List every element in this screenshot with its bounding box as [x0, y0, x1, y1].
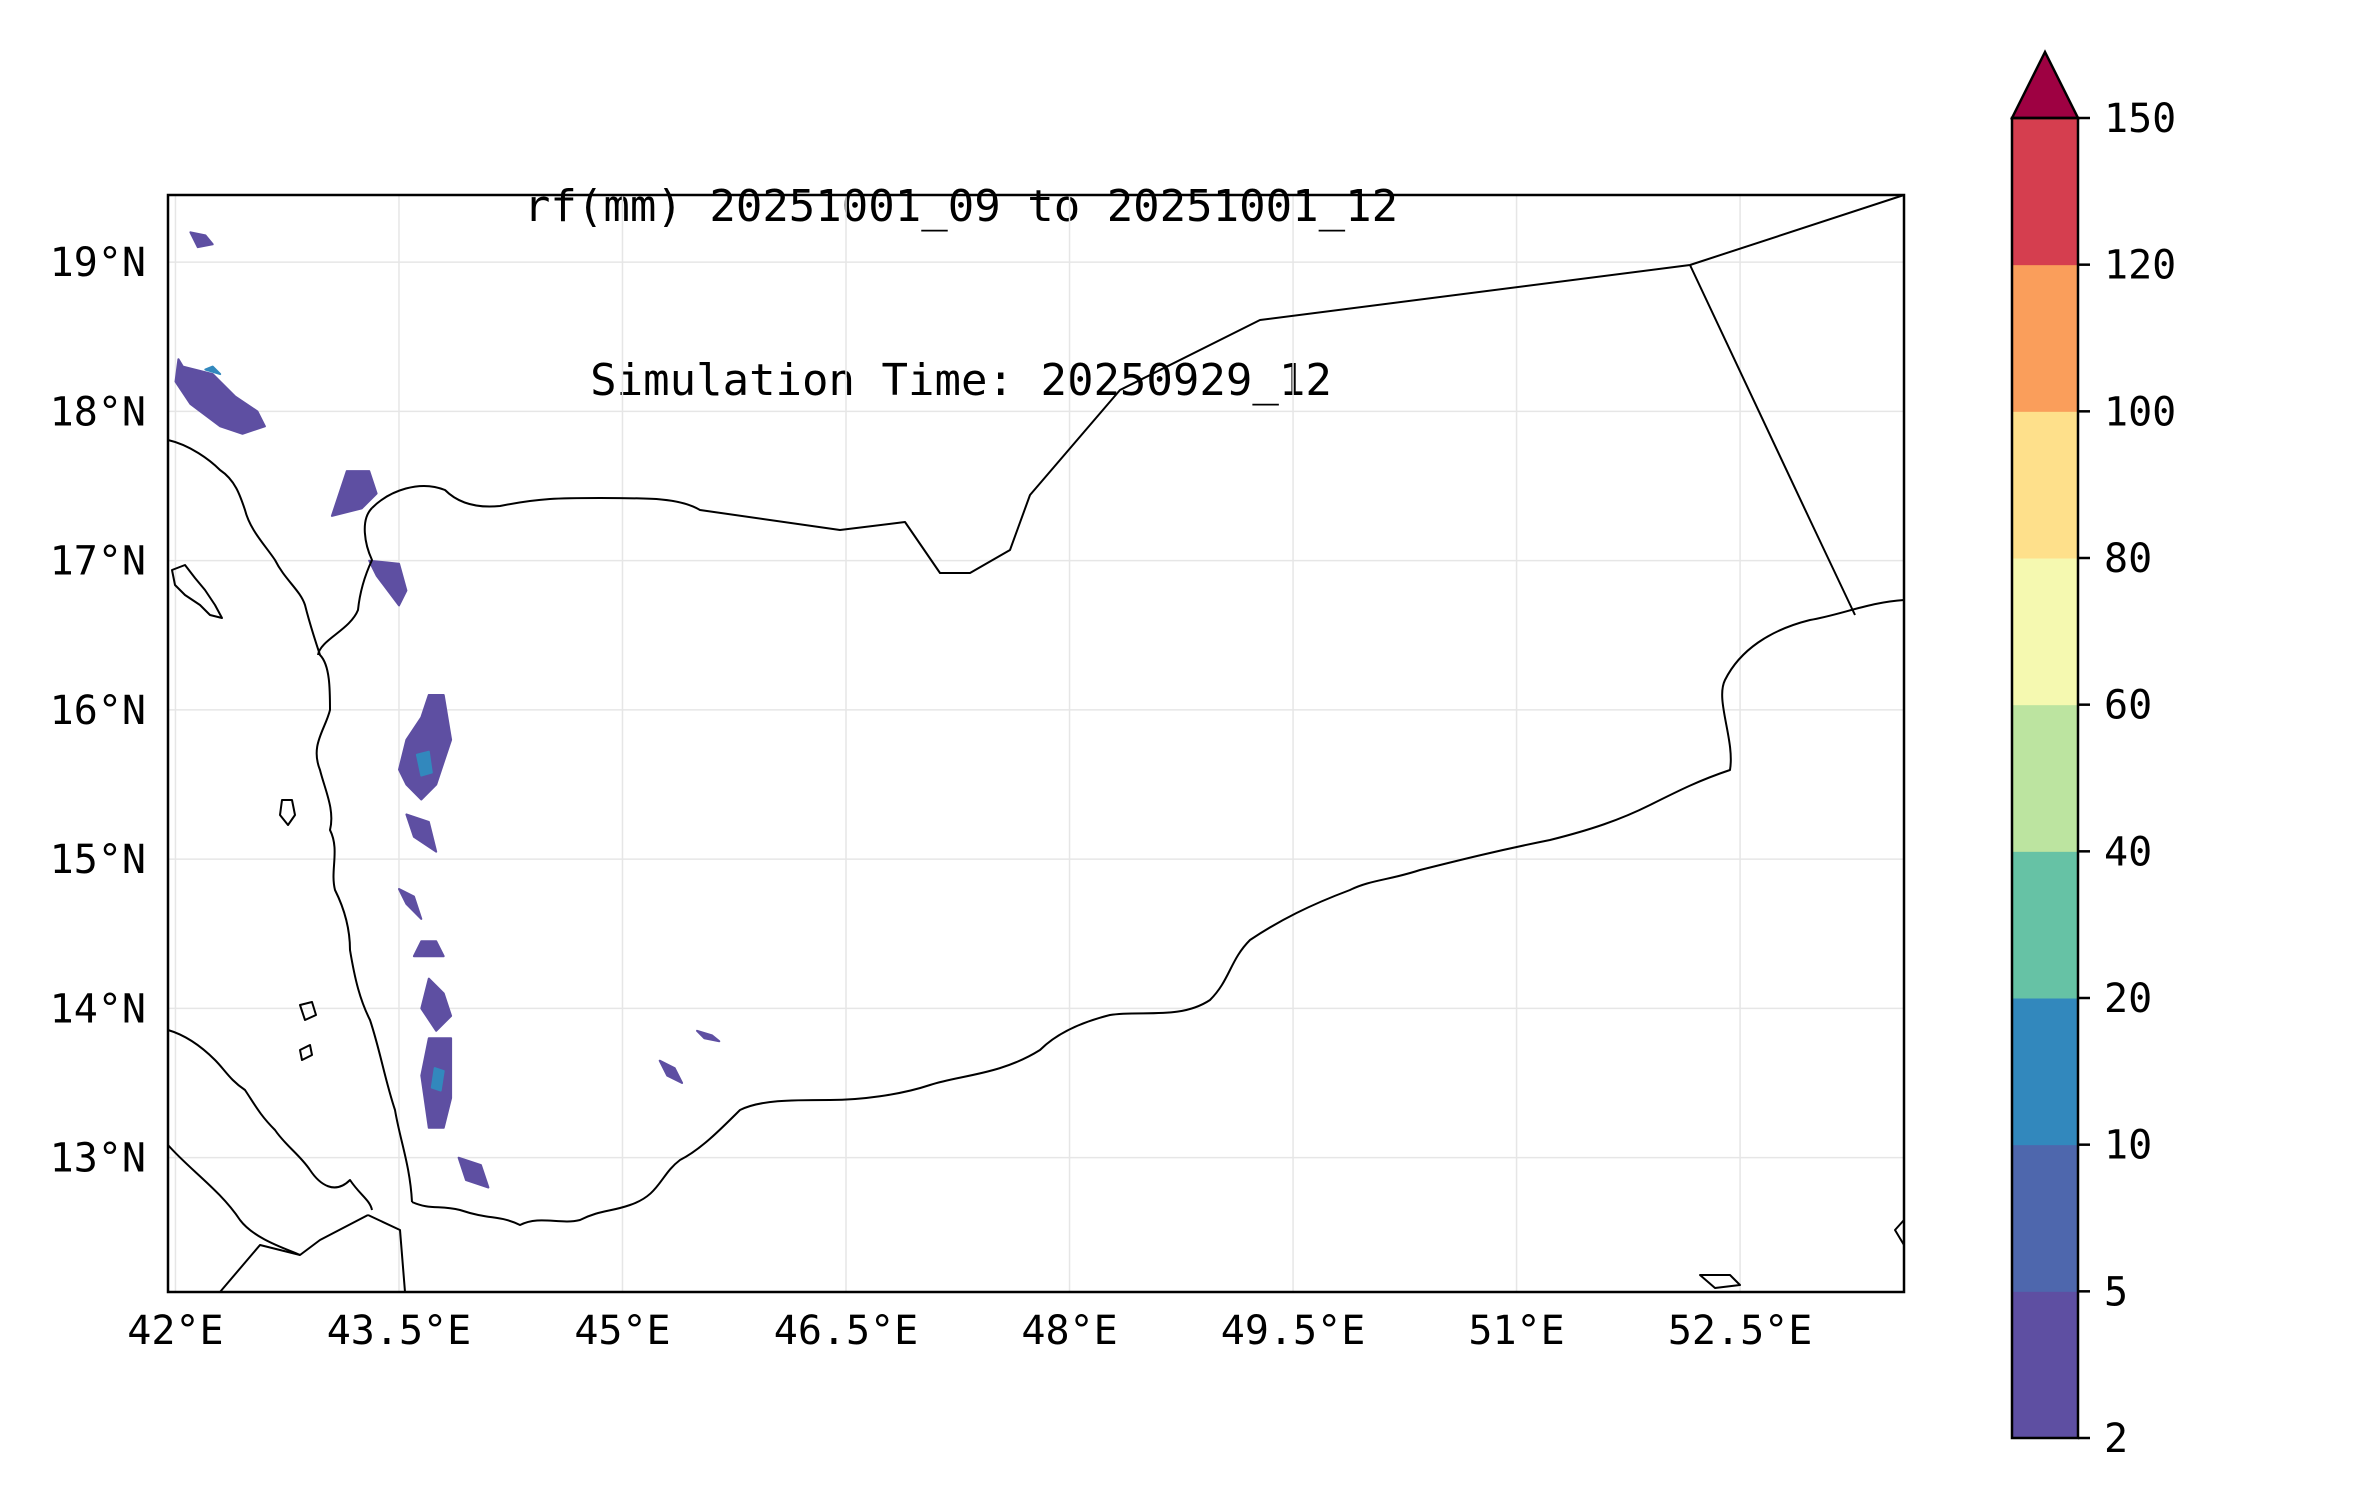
islands-farasan: [171, 564, 223, 619]
colorbar-frame: [2010, 116, 2080, 1440]
rain-cell: [696, 1029, 721, 1043]
rain-cell: [415, 750, 433, 777]
coast-djibouti: [367, 1214, 406, 1293]
coastline-and-borders: [167, 194, 1905, 1293]
map-frame: [166, 193, 1906, 1294]
island-kamaran: [279, 799, 296, 826]
lon-tick-label: 45°E: [574, 1308, 670, 1354]
rain-cell: [398, 694, 453, 801]
border-oman-south: [1689, 264, 1856, 616]
lon-tick-label: 48°E: [1021, 1308, 1117, 1354]
coast-eritrea: [167, 1029, 373, 1211]
rainfall-layer: [174, 231, 721, 1189]
lon-tick-label: 46.5°E: [774, 1308, 919, 1354]
lat-tick-label: 13°N: [50, 1136, 146, 1182]
colorbar-band: [2012, 264, 2078, 412]
lat-tick-label: 17°N: [50, 539, 146, 585]
title-line-1: rf(mm) 20251001_09 to 20251001_12: [523, 181, 1399, 232]
colorbar-band: [2012, 1291, 2078, 1439]
colorbar-bands: [2012, 118, 2078, 1439]
colorbar-tick-label: 20: [2104, 976, 2152, 1022]
lon-tick-label: 49.5°E: [1221, 1308, 1366, 1354]
rain-cell: [430, 1067, 445, 1092]
rain-cell: [398, 888, 423, 920]
colorbar-tick-label: 100: [2104, 389, 2176, 435]
colorbar-tick-label: 10: [2104, 1123, 2152, 1169]
colorbar-tick-label: 2: [2104, 1416, 2128, 1462]
colorbar: 2 5 10 20 40 60 80 100 120 150: [2009, 49, 2176, 1462]
coast-asir: [317, 507, 373, 656]
coast-west: [167, 439, 413, 1203]
colorbar-tick-label: 80: [2104, 536, 2152, 582]
lat-tick-label: 15°N: [50, 837, 146, 883]
colorbar-band: [2012, 998, 2078, 1146]
colorbar-band: [2012, 851, 2078, 999]
rain-cell: [368, 559, 408, 607]
rain-cell: [174, 358, 266, 435]
island-zubair: [299, 1001, 317, 1021]
border-saudi: [371, 264, 1691, 574]
rain-cell: [204, 365, 222, 376]
longitude-tick-labels: 42°E 43.5°E 45°E 46.5°E 48°E 49.5°E 51°E 52.5°E: [127, 1308, 1812, 1354]
colorbar-band: [2012, 1144, 2078, 1292]
colorbar-ticks: 2 5 10 20 40 60 80 100 120 150: [2078, 96, 2176, 1462]
rain-cell: [405, 813, 438, 853]
rain-cell: [457, 1156, 490, 1189]
colorbar-band: [2012, 704, 2078, 852]
title-line-2: Simulation Time: 20250929_12: [590, 355, 1332, 406]
islands-socotra: [1699, 1274, 1741, 1289]
map-axes: 42°E 43.5°E 45°E 46.5°E 48°E 49.5°E 51°E 52.5°E…: [50, 193, 1906, 1354]
colorbar-band: [2012, 411, 2078, 559]
rain-cell: [658, 1059, 684, 1084]
latitude-tick-labels: 13°N 14°N 15°N 16°N 17°N 18°N 19°N: [50, 240, 146, 1182]
border-oman: [1689, 194, 1905, 266]
colorbar-tick-label: 40: [2104, 829, 2152, 875]
colorbar-band: [2012, 118, 2078, 266]
rain-cell: [189, 231, 214, 249]
rain-cell: [420, 977, 453, 1032]
lon-tick-label: 42°E: [127, 1308, 223, 1354]
island-zuqar: [299, 1044, 313, 1061]
lat-tick-label: 18°N: [50, 389, 146, 435]
lon-tick-label: 43.5°E: [327, 1308, 472, 1354]
coast-south: [411, 599, 1905, 1226]
colorbar-extend-arrow: [2009, 49, 2081, 120]
colorbar-tick-label: 150: [2104, 96, 2176, 142]
colorbar-band: [2012, 558, 2078, 706]
lat-tick-label: 19°N: [50, 240, 146, 286]
lat-tick-label: 14°N: [50, 986, 146, 1032]
lon-tick-label: 51°E: [1468, 1308, 1564, 1354]
gridlines: [168, 195, 1904, 1292]
colorbar-tick-label: 5: [2104, 1269, 2128, 1315]
rain-cell: [330, 470, 378, 517]
colorbar-tick-label: 60: [2104, 683, 2152, 729]
rain-cell: [412, 940, 445, 958]
colorbar-tick-label: 120: [2104, 243, 2176, 289]
lon-tick-label: 52.5°E: [1668, 1308, 1813, 1354]
lat-tick-label: 16°N: [50, 688, 146, 734]
coast-east-edge: [1894, 1219, 1905, 1246]
border-eritrea: [167, 1144, 301, 1256]
figure-title: rf(mm) 20251001_09 to 20251001_12 Simula…: [165, 62, 1757, 468]
border-djibouti: [219, 1214, 369, 1293]
